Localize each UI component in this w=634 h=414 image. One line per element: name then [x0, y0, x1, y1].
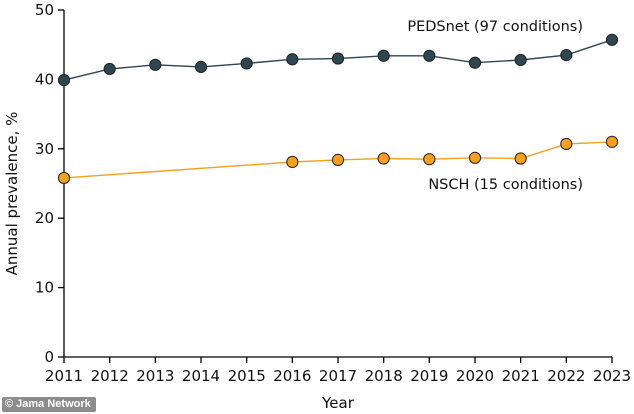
data-point — [468, 151, 482, 164]
x-tick-label: 2023 — [593, 367, 631, 385]
data-point — [377, 152, 390, 165]
x-tick-label: 2014 — [182, 367, 220, 385]
data-point — [514, 152, 527, 165]
x-tick-label: 2015 — [228, 367, 266, 385]
data-point — [605, 33, 619, 46]
y-tick-label: 50 — [35, 1, 54, 19]
y-tick-label: 10 — [35, 279, 54, 297]
data-point — [149, 58, 162, 71]
x-tick-label: 2016 — [273, 367, 311, 385]
x-tick-label: 2017 — [319, 367, 357, 385]
series-1 — [57, 135, 619, 185]
y-tick-label: 30 — [35, 140, 54, 158]
x-tick-label: 2011 — [45, 367, 83, 385]
data-point — [194, 60, 208, 74]
series-label: NSCH (15 conditions) — [428, 177, 583, 193]
x-axis-title: Year — [321, 394, 355, 412]
y-tick-label: 40 — [35, 70, 54, 88]
labels-layer: PEDSnet (97 conditions) NSCH (15 conditio… — [407, 19, 583, 193]
x-tick-label: 2019 — [410, 367, 448, 385]
x-tick-label: 2022 — [547, 367, 585, 385]
data-point — [331, 52, 345, 65]
y-axis-title: Annual prevalence, % — [3, 112, 21, 276]
x-tick-label: 2021 — [502, 367, 540, 385]
data-point — [57, 171, 71, 185]
y-tick-label: 20 — [35, 209, 54, 227]
data-point — [103, 62, 116, 76]
watermark-text: © Jama Network — [5, 398, 91, 410]
x-tick-label: 2020 — [456, 367, 494, 385]
data-point — [514, 53, 527, 67]
axes: 0 10 20 30 40 50 2011 2012 2013 2014 2015 2016 2017 2… — [3, 1, 631, 412]
data-point — [286, 53, 299, 66]
data-point — [240, 57, 253, 70]
data-point — [331, 153, 345, 167]
data-point — [560, 137, 573, 151]
data-point — [423, 153, 436, 166]
data-point — [57, 73, 71, 87]
series-label: PEDSnet (97 conditions) — [407, 19, 583, 35]
series-layer — [57, 33, 619, 185]
watermark: © Jama Network — [2, 397, 96, 412]
data-point — [423, 49, 436, 62]
data-point — [286, 155, 299, 169]
series-0 — [57, 33, 619, 87]
data-point — [468, 56, 482, 69]
data-point — [377, 49, 390, 62]
y-tick-label: 0 — [44, 348, 54, 366]
data-point — [560, 49, 573, 62]
x-tick-label: 2012 — [91, 367, 129, 385]
x-tick-label: 2018 — [365, 367, 403, 385]
x-tick-label: 2013 — [136, 367, 174, 385]
data-point — [605, 135, 619, 148]
